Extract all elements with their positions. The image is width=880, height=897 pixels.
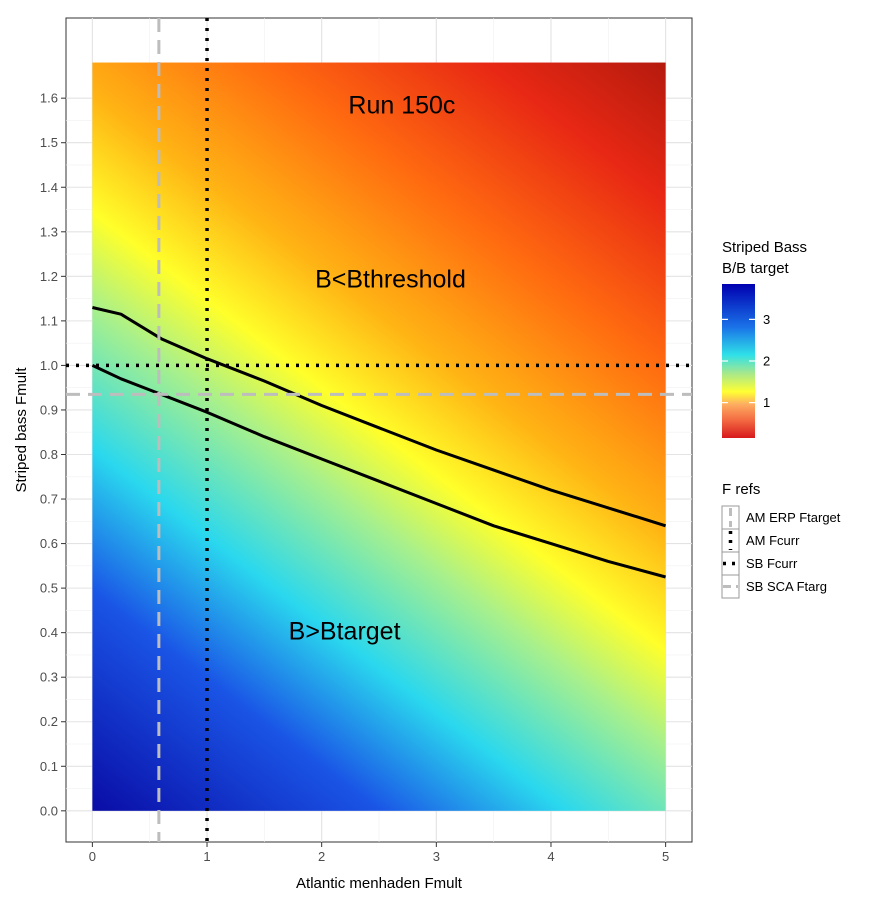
y-tick-label: 1.4	[40, 180, 58, 195]
y-tick-label: 0.7	[40, 492, 58, 507]
y-axis-title: Striped bass Fmult	[13, 367, 30, 493]
y-tick-label: 0.6	[40, 536, 58, 551]
y-tick-label: 1.2	[40, 269, 58, 284]
legend-entry-label: AM ERP Ftarget	[746, 510, 841, 525]
x-tick-label: 3	[433, 849, 440, 864]
y-tick-label: 1.3	[40, 224, 58, 239]
x-tick-label: 5	[662, 849, 669, 864]
colorbar-ticks: 1 2 3	[722, 312, 770, 410]
y-tick-label: 1.1	[40, 313, 58, 328]
legend-entry-label: SB Fcurr	[746, 556, 798, 571]
colorbar-tick-label: 2	[763, 354, 770, 369]
legend-entry-label: SB SCA Ftarg	[746, 579, 827, 594]
line-legend-title: F refs	[722, 481, 760, 498]
line-legend-keys: AM ERP Ftarget AM Fcurr SB Fcurr SB SCA Fta…	[721, 505, 841, 599]
contour-lines	[91, 306, 667, 579]
x-tick-label: 0	[89, 849, 96, 864]
y-tick-label: 1.6	[40, 91, 58, 106]
y-tick-label: 0.2	[40, 714, 58, 729]
y-tick-label: 0.5	[40, 581, 58, 596]
color-legend-title-line1: Striped Bass	[722, 239, 807, 256]
region-label: B>Btarget	[289, 617, 401, 645]
y-tick-label: 0.4	[40, 625, 58, 640]
x-tick-label: 2	[318, 849, 325, 864]
color-legend-title-line2: B/B target	[722, 260, 790, 277]
legend-entry-label: AM Fcurr	[746, 533, 800, 548]
region-label: Run 150c	[348, 92, 455, 120]
plot-panel: Run 150c B<Bthreshold B>Btarget	[65, 17, 693, 843]
color-legend: Striped Bass B/B target 1 2 3	[722, 239, 807, 438]
x-axis-title: Atlantic menhaden Fmult	[296, 875, 463, 892]
x-axis: 0 1 2 3 4 5	[89, 842, 669, 864]
y-tick-label: 0.1	[40, 759, 58, 774]
y-tick-label: 1.5	[40, 135, 58, 150]
heat-surface	[92, 62, 666, 811]
x-tick-label: 1	[203, 849, 210, 864]
reference-lines	[66, 18, 692, 842]
line-legend: F refs AM ERP Ftarget AM Fcurr SB Fcurr SB …	[721, 481, 841, 599]
x-tick-label: 4	[547, 849, 554, 864]
colorbar-tick-label: 1	[763, 395, 770, 410]
y-tick-label: 0.8	[40, 447, 58, 462]
contour-line-btarget	[91, 364, 666, 579]
y-tick-label: 1.0	[40, 358, 58, 373]
y-tick-label: 0.3	[40, 670, 58, 685]
y-tick-label: 0.0	[40, 803, 58, 818]
region-label: B<Bthreshold	[315, 265, 466, 293]
colorbar-tick-label: 3	[763, 312, 770, 327]
contour-line-bthreshold	[92, 306, 667, 528]
region-labels: Run 150c B<Bthreshold B>Btarget	[289, 92, 466, 646]
y-tick-label: 0.9	[40, 402, 58, 417]
y-axis: 0.0 0.1 0.2 0.3 0.4 0.5 0.6 0.7 0.8 0.9 1.0 1.1 1.2 1…	[40, 91, 66, 818]
